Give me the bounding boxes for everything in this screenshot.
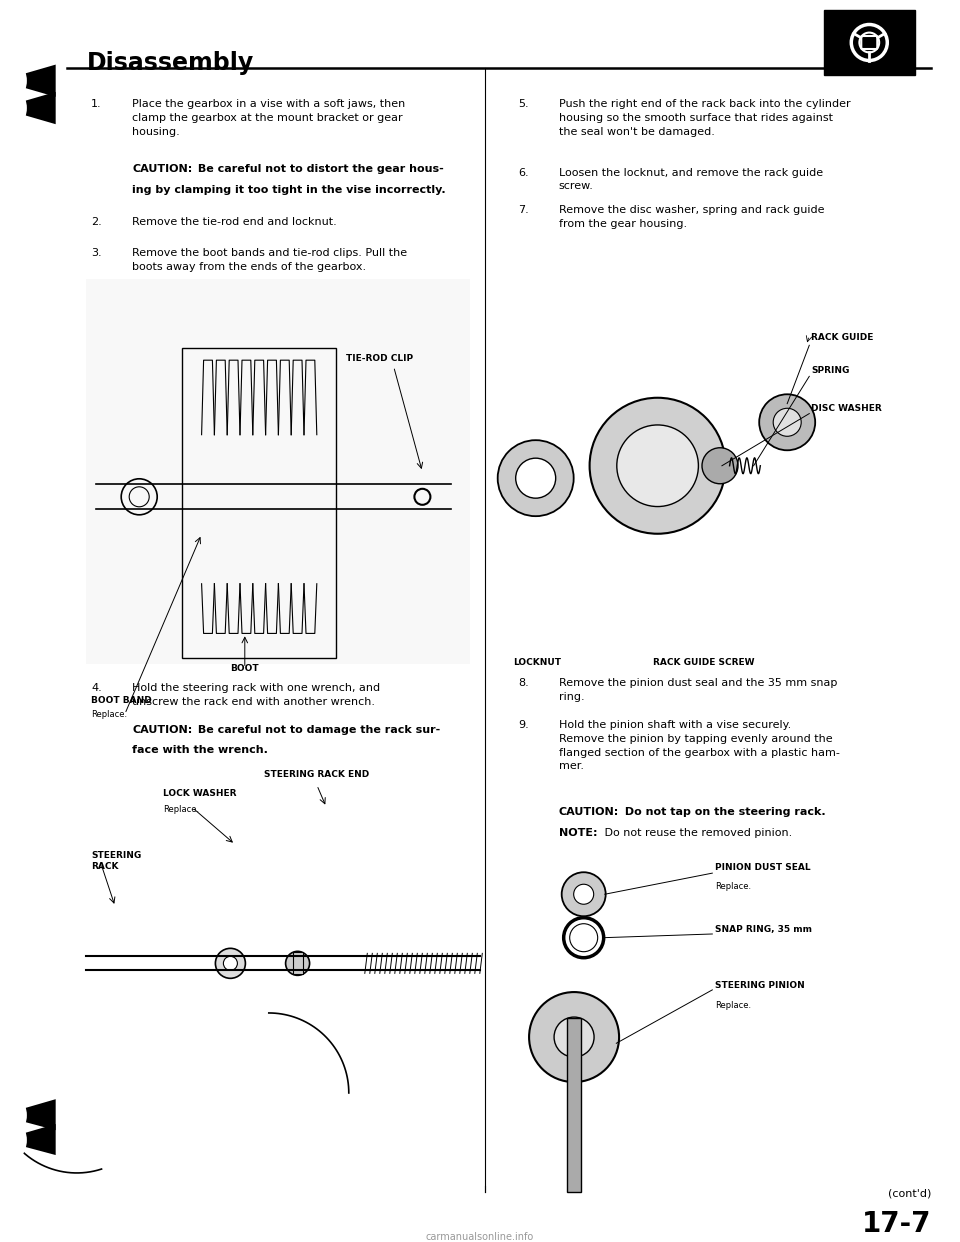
Text: Loosen the locknut, and remove the rack guide
screw.: Loosen the locknut, and remove the rack … xyxy=(559,168,823,191)
Text: LOCK WASHER: LOCK WASHER xyxy=(163,789,237,797)
Text: RACK GUIDE SCREW: RACK GUIDE SCREW xyxy=(653,658,755,667)
Text: SPRING: SPRING xyxy=(811,366,850,375)
Text: 9.: 9. xyxy=(518,720,529,730)
Circle shape xyxy=(0,1113,27,1167)
Polygon shape xyxy=(0,92,56,124)
Circle shape xyxy=(224,956,237,970)
Text: 6.: 6. xyxy=(518,168,529,178)
Circle shape xyxy=(215,949,246,979)
Circle shape xyxy=(554,1017,594,1057)
Circle shape xyxy=(562,872,606,917)
Circle shape xyxy=(702,448,738,483)
Text: 5.: 5. xyxy=(518,99,529,109)
Text: STEERING RACK END: STEERING RACK END xyxy=(264,770,370,779)
Text: SNAP RING, 35 mm: SNAP RING, 35 mm xyxy=(715,925,812,934)
Text: face with the wrench.: face with the wrench. xyxy=(132,745,269,755)
Circle shape xyxy=(773,409,802,436)
Text: NOTE:: NOTE: xyxy=(559,828,597,838)
Text: BOOT: BOOT xyxy=(230,664,259,673)
Text: BOOT BAND: BOOT BAND xyxy=(91,696,152,704)
Text: Push the right end of the rack back into the cylinder
housing so the smooth surf: Push the right end of the rack back into… xyxy=(559,99,851,137)
Text: Disassembly: Disassembly xyxy=(86,51,253,75)
Circle shape xyxy=(0,1088,27,1143)
Text: 1.: 1. xyxy=(91,99,102,109)
Text: Remove the tie-rod end and locknut.: Remove the tie-rod end and locknut. xyxy=(132,217,337,227)
Text: Replace.: Replace. xyxy=(715,1001,752,1010)
Polygon shape xyxy=(0,65,56,97)
Text: RACK GUIDE: RACK GUIDE xyxy=(811,333,874,342)
Circle shape xyxy=(516,458,556,498)
Text: CAUTION:: CAUTION: xyxy=(132,164,193,174)
Text: Replace.: Replace. xyxy=(163,805,200,814)
Text: Hold the pinion shaft with a vise securely.
Remove the pinion by tapping evenly : Hold the pinion shaft with a vise secure… xyxy=(559,720,840,771)
Bar xyxy=(824,10,915,75)
Text: Do not reuse the removed pinion.: Do not reuse the removed pinion. xyxy=(601,828,792,838)
Circle shape xyxy=(0,53,27,108)
Text: Hold the steering rack with one wrench, and
unscrew the rack end with another wr: Hold the steering rack with one wrench, … xyxy=(132,683,380,707)
Text: Replace.: Replace. xyxy=(715,882,752,891)
Text: Place the gearbox in a vise with a soft jaws, then
clamp the gearbox at the moun: Place the gearbox in a vise with a soft … xyxy=(132,99,406,137)
Bar xyxy=(182,348,336,658)
Text: DISC WASHER: DISC WASHER xyxy=(811,404,882,412)
Circle shape xyxy=(497,440,574,517)
Circle shape xyxy=(0,81,27,135)
Text: STEERING PINION: STEERING PINION xyxy=(715,981,804,990)
Text: STEERING
RACK: STEERING RACK xyxy=(91,851,141,871)
Text: CAUTION:: CAUTION: xyxy=(132,725,193,735)
Bar xyxy=(567,1018,582,1192)
Bar xyxy=(86,279,470,664)
Text: Replace.: Replace. xyxy=(91,710,128,719)
Text: 8.: 8. xyxy=(518,678,529,688)
Circle shape xyxy=(589,397,726,534)
Polygon shape xyxy=(0,1124,56,1155)
Text: TIE-ROD CLIP: TIE-ROD CLIP xyxy=(346,354,413,363)
Text: (cont'd): (cont'd) xyxy=(888,1189,931,1199)
Text: PINION DUST SEAL: PINION DUST SEAL xyxy=(715,863,811,872)
Text: 4.: 4. xyxy=(91,683,102,693)
Text: Remove the disc washer, spring and rack guide
from the gear housing.: Remove the disc washer, spring and rack … xyxy=(559,205,825,229)
Circle shape xyxy=(574,884,593,904)
Circle shape xyxy=(617,425,698,507)
Text: carmanualsonline.info: carmanualsonline.info xyxy=(426,1232,534,1242)
Text: 7.: 7. xyxy=(518,205,529,215)
Text: Do not tap on the steering rack.: Do not tap on the steering rack. xyxy=(621,807,826,817)
Circle shape xyxy=(529,992,619,1082)
Polygon shape xyxy=(0,1099,56,1130)
Circle shape xyxy=(569,924,598,951)
Circle shape xyxy=(286,951,309,975)
Text: 17-7: 17-7 xyxy=(862,1210,931,1238)
Text: Be careful not to distort the gear hous-: Be careful not to distort the gear hous- xyxy=(195,164,444,174)
Bar xyxy=(293,953,302,974)
Circle shape xyxy=(759,394,815,451)
Text: LOCKNUT: LOCKNUT xyxy=(514,658,562,667)
Text: Be careful not to damage the rack sur-: Be careful not to damage the rack sur- xyxy=(195,725,441,735)
Text: 2.: 2. xyxy=(91,217,102,227)
Text: Remove the boot bands and tie-rod clips. Pull the
boots away from the ends of th: Remove the boot bands and tie-rod clips.… xyxy=(132,248,408,272)
Text: 3.: 3. xyxy=(91,248,102,258)
Text: ing by clamping it too tight in the vise incorrectly.: ing by clamping it too tight in the vise… xyxy=(132,185,446,195)
Text: Remove the pinion dust seal and the 35 mm snap
ring.: Remove the pinion dust seal and the 35 m… xyxy=(559,678,837,702)
Text: CAUTION:: CAUTION: xyxy=(559,807,619,817)
